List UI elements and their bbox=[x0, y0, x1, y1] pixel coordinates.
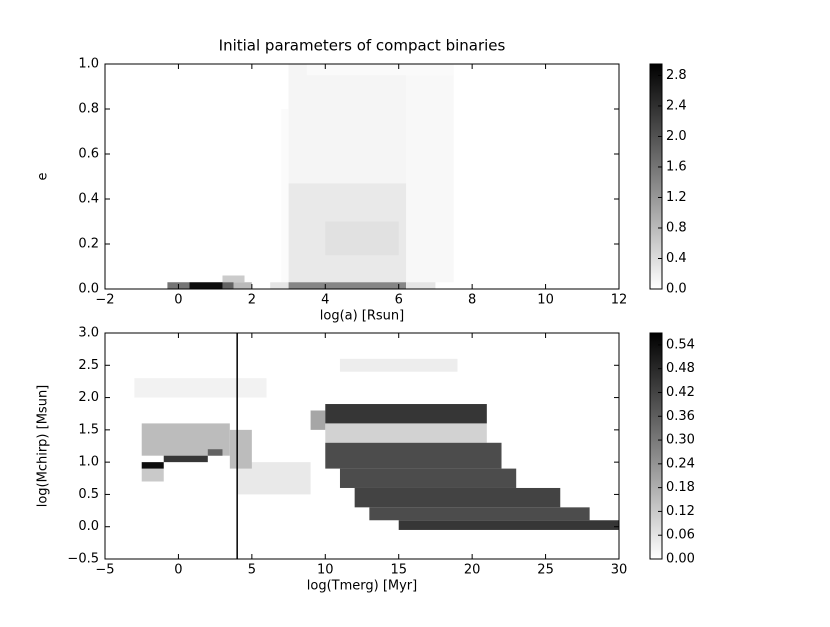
y-tick-label: 1.0 bbox=[78, 57, 99, 72]
heat-cell bbox=[222, 275, 245, 283]
y-tick-label: 3.0 bbox=[78, 326, 99, 341]
x-tick-label: 25 bbox=[537, 563, 554, 578]
heat-cell bbox=[233, 282, 252, 289]
heat-cell bbox=[189, 282, 223, 289]
x-tick-label: 0 bbox=[174, 563, 182, 578]
heat-cell bbox=[310, 410, 326, 430]
x-axis-label: log(a) [Rsun] bbox=[320, 309, 405, 324]
y-axis-label: log(Mchirp) [Msun] bbox=[36, 385, 51, 508]
heat-cell bbox=[281, 109, 289, 283]
x-tick-label: 12 bbox=[611, 293, 628, 308]
y-tick-label: 2.5 bbox=[78, 358, 99, 373]
colorbar-tick-label: 0.30 bbox=[666, 433, 695, 448]
heat-cell bbox=[339, 358, 458, 372]
colorbar-tick-label: 0.0 bbox=[666, 282, 687, 297]
heat-cell bbox=[207, 449, 223, 456]
y-tick-label: 0.8 bbox=[78, 102, 99, 117]
heat-cell bbox=[288, 282, 407, 289]
y-axis-label: e bbox=[36, 173, 51, 181]
colorbar-tick-label: 0.12 bbox=[666, 504, 695, 519]
heat-cell bbox=[369, 507, 590, 521]
heat-cell bbox=[141, 462, 164, 469]
colorbar-tick-label: 0.24 bbox=[666, 456, 695, 471]
heat-cell bbox=[306, 64, 454, 76]
colorbar-tick-label: 0.00 bbox=[666, 552, 695, 567]
colorbar-tick-label: 0.8 bbox=[666, 220, 687, 235]
y-tick-label: 0.4 bbox=[78, 192, 99, 207]
heat-cell bbox=[325, 423, 487, 443]
colorbar-tick-label: 0.42 bbox=[666, 385, 695, 400]
plot-frame bbox=[104, 332, 620, 560]
heat-cell bbox=[163, 455, 208, 463]
colorbar-tick-label: 0.18 bbox=[666, 480, 695, 495]
x-tick-label: 20 bbox=[464, 563, 481, 578]
x-tick-label: 2 bbox=[248, 293, 256, 308]
y-tick-label: 2.0 bbox=[78, 390, 99, 405]
colorbar-tick-label: 0.06 bbox=[666, 528, 695, 543]
colorbar-tick-label: 1.6 bbox=[666, 159, 687, 174]
x-tick-label: 5 bbox=[248, 563, 256, 578]
chart-title: Initial parameters of compact binaries bbox=[219, 37, 506, 55]
y-tick-label: 0.5 bbox=[78, 487, 99, 502]
y-tick-label: 0.2 bbox=[78, 237, 99, 252]
plot-frame bbox=[104, 63, 620, 290]
y-tick-label: −0.5 bbox=[67, 552, 99, 567]
y-tick-label: 0.6 bbox=[78, 147, 99, 162]
colorbar-tick-label: 2.0 bbox=[666, 129, 687, 144]
x-tick-label: 8 bbox=[468, 293, 476, 308]
heat-cell bbox=[270, 282, 289, 289]
colorbar-tick-label: 2.4 bbox=[666, 98, 687, 113]
heat-cell bbox=[354, 487, 561, 508]
x-tick-label: 30 bbox=[611, 563, 628, 578]
heat-cell bbox=[288, 64, 407, 184]
heat-cell bbox=[325, 221, 399, 256]
x-tick-label: −5 bbox=[95, 563, 114, 578]
colorbar-tick-label: 0.36 bbox=[666, 409, 695, 424]
heat-cell bbox=[406, 282, 436, 289]
heat-cell bbox=[229, 429, 252, 469]
heat-cell bbox=[398, 520, 619, 530]
heat-cell bbox=[222, 282, 234, 289]
x-tick-label: 0 bbox=[174, 293, 182, 308]
y-tick-label: 0.0 bbox=[78, 282, 99, 297]
heat-cell bbox=[141, 468, 164, 482]
x-tick-label: 4 bbox=[321, 293, 329, 308]
y-tick-label: 1.5 bbox=[78, 422, 99, 437]
x-tick-label: −2 bbox=[95, 293, 114, 308]
y-tick-label: 1.0 bbox=[78, 455, 99, 470]
colorbar-tick-label: 2.8 bbox=[666, 68, 687, 83]
colorbar-tick-label: 0.48 bbox=[666, 361, 695, 376]
x-tick-label: 10 bbox=[317, 563, 334, 578]
y-tick-label: 0.0 bbox=[78, 519, 99, 534]
x-tick-label: 15 bbox=[390, 563, 407, 578]
heat-cell bbox=[325, 442, 502, 469]
colorbar-tick-label: 1.2 bbox=[666, 190, 687, 205]
colorbar-tick-label: 0.54 bbox=[666, 337, 695, 352]
colorbar bbox=[649, 63, 663, 290]
x-axis-label: log(Tmerg) [Myr] bbox=[307, 579, 417, 594]
colorbar-tick-label: 0.4 bbox=[666, 251, 687, 266]
x-tick-label: 6 bbox=[395, 293, 403, 308]
heat-cell bbox=[134, 378, 267, 398]
heat-cell bbox=[406, 75, 454, 283]
heat-cell bbox=[339, 468, 517, 488]
x-tick-label: 10 bbox=[537, 293, 554, 308]
colorbar bbox=[649, 332, 663, 560]
heat-cell bbox=[325, 404, 487, 424]
